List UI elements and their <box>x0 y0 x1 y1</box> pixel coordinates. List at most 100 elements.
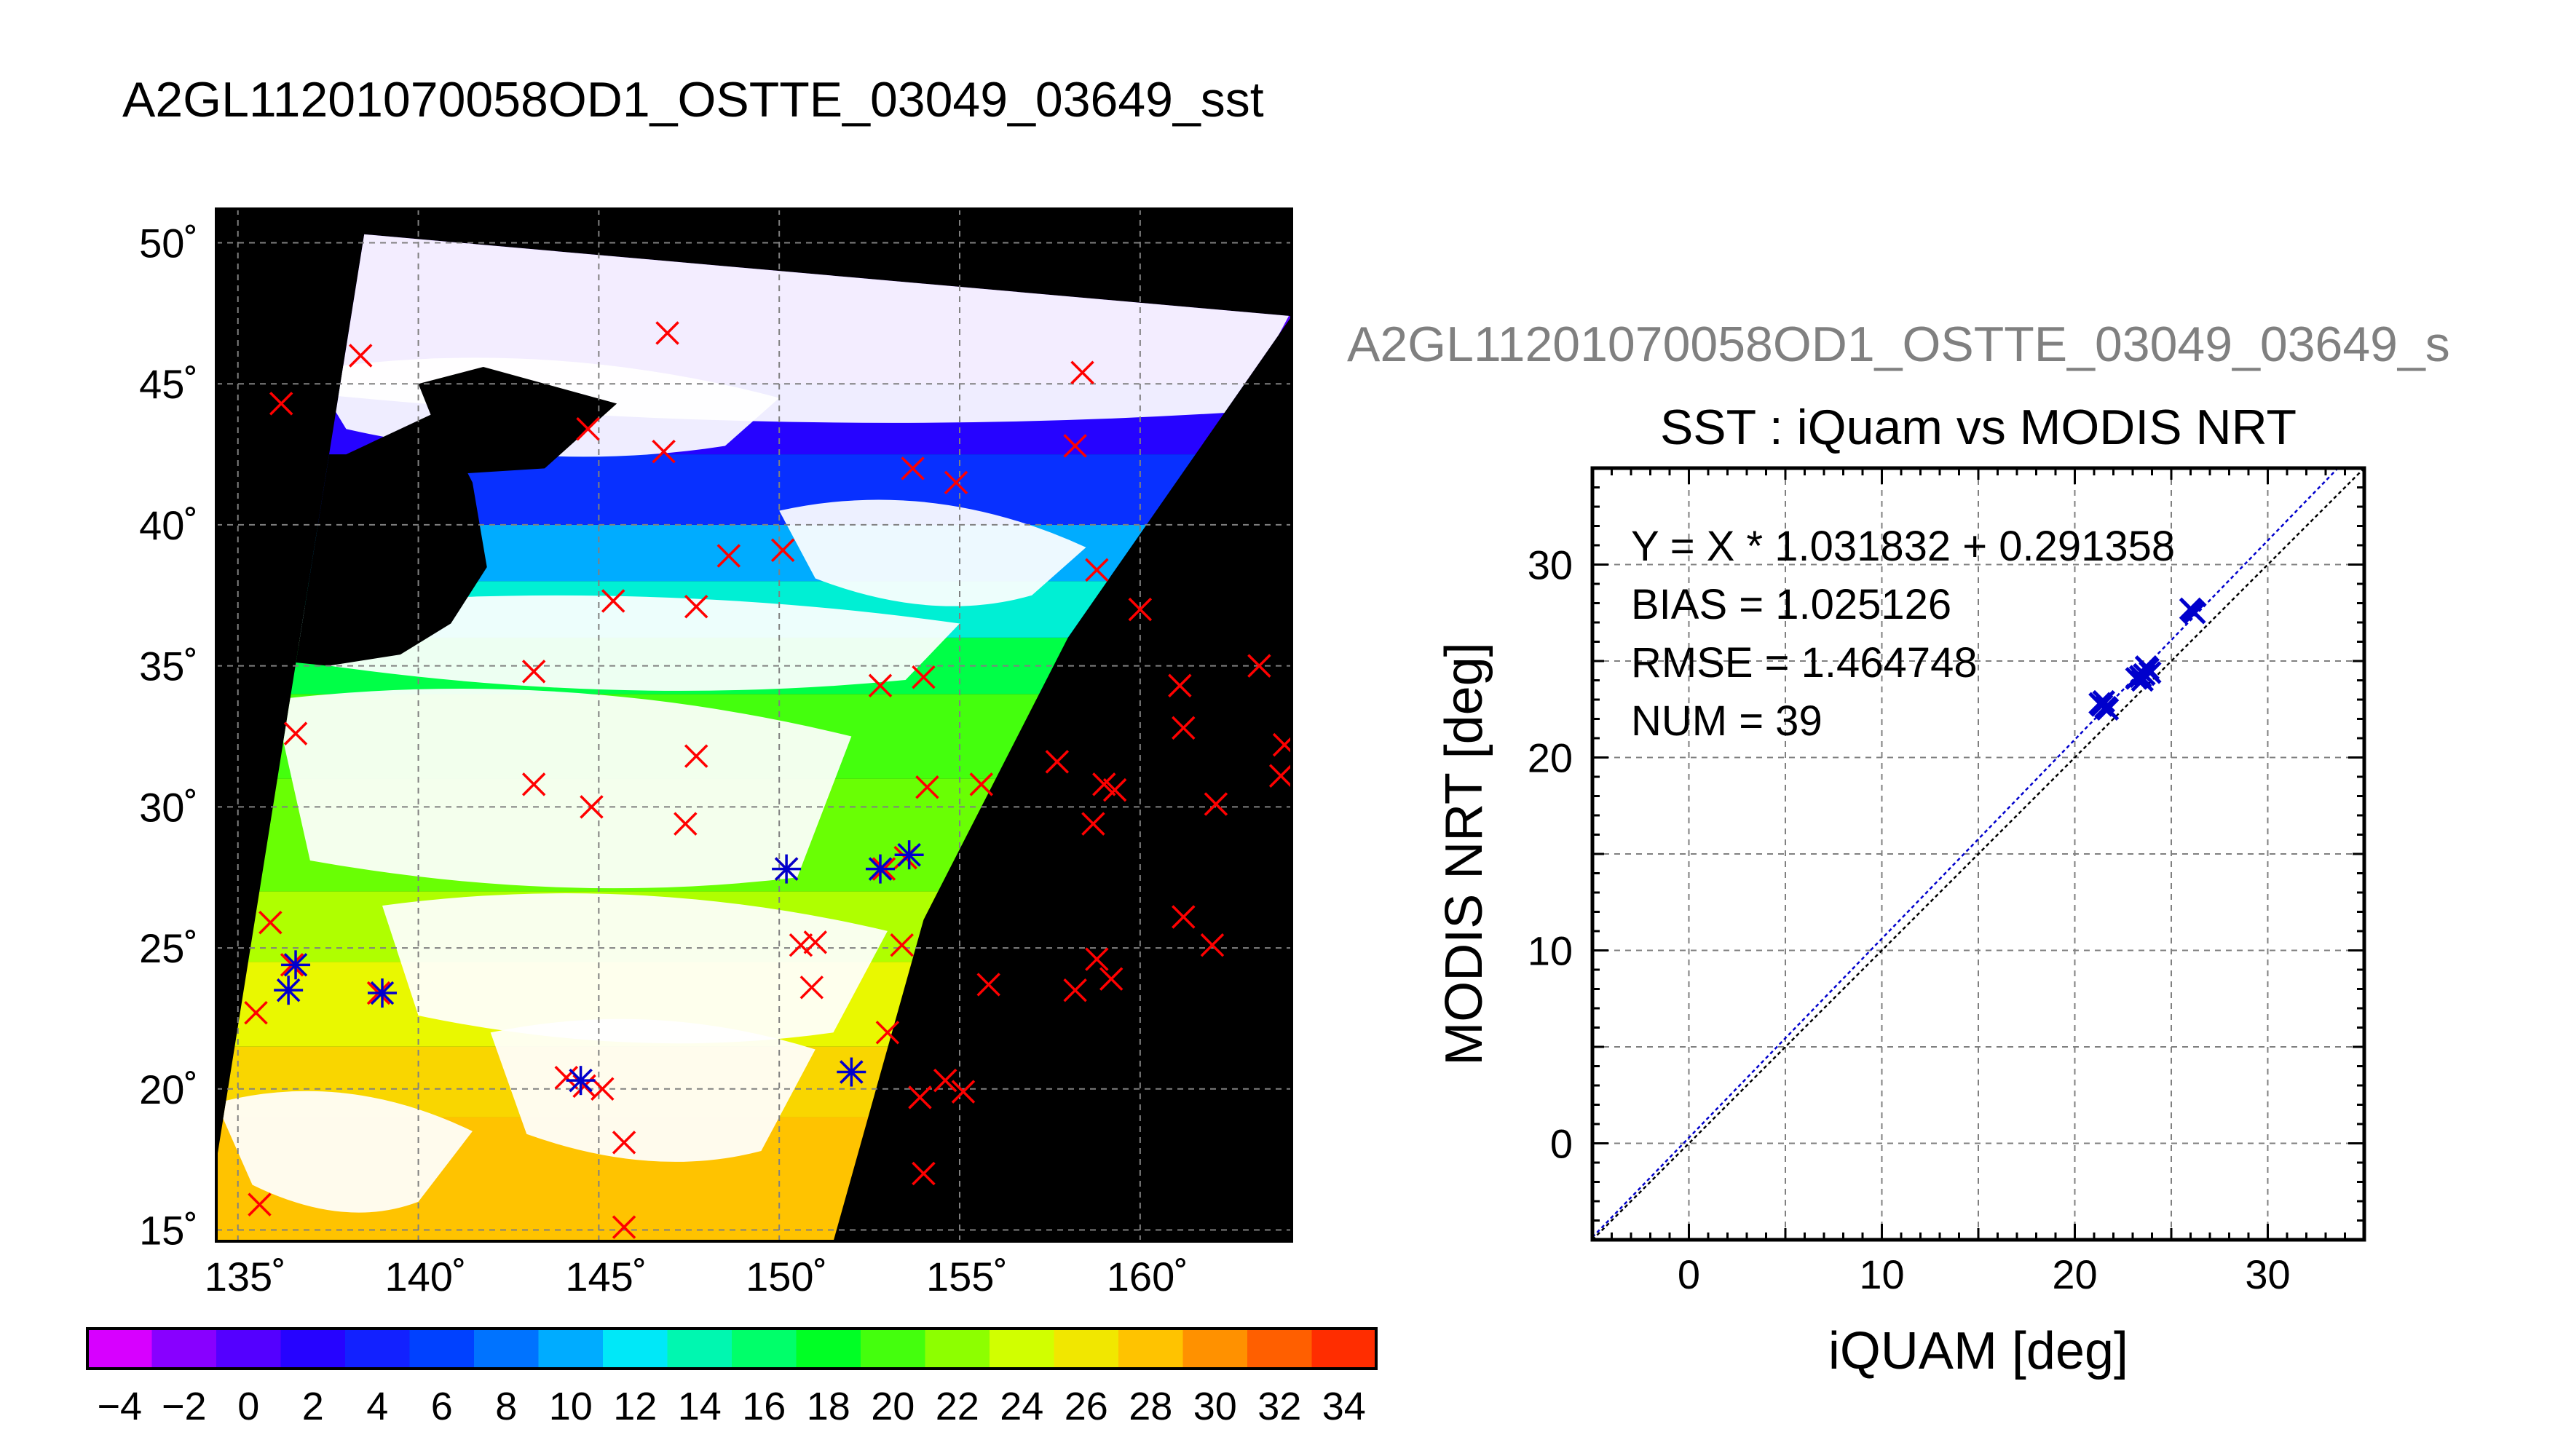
scatter-y-tick-label: 0 <box>1550 1121 1573 1167</box>
map-y-tick-label: 45˚ <box>139 361 198 407</box>
map-red-marker-stroke-b <box>951 1080 976 1104</box>
colorbar-label: 0 <box>237 1385 259 1428</box>
map-red-marker <box>912 1161 936 1186</box>
colorbar-cell <box>732 1329 797 1369</box>
map-red-marker <box>1168 673 1192 697</box>
map-blue-marker <box>367 978 397 1008</box>
map-blue-marker-cross <box>897 842 921 867</box>
scatter-point-stroke-b <box>2183 601 2206 625</box>
map-red-marker-stroke-b <box>1172 716 1196 740</box>
map-red-marker-stroke-b <box>1247 654 1271 678</box>
colorbar-label: 20 <box>871 1385 915 1428</box>
map-red-marker <box>258 910 283 935</box>
map-red-marker <box>674 812 698 836</box>
scatter-y-tick-label: 30 <box>1528 542 1573 588</box>
map-red-marker <box>248 1192 272 1216</box>
map-x-tick-label: 135˚ <box>205 1254 286 1299</box>
map-red-marker-stroke-b <box>1099 967 1124 991</box>
map-red-marker <box>799 976 824 1000</box>
scatter-ticks <box>1591 467 2366 1241</box>
map-blue-marker-cross-stroke-b <box>774 857 799 881</box>
figure-title: A2GL11201070058OD1_OSTTE_03049_03649_sst <box>122 72 1264 127</box>
colorbar-label: 34 <box>1322 1385 1366 1428</box>
map-blue-marker-cross-stroke-b <box>897 842 921 867</box>
colorbar-frame <box>86 1327 1378 1370</box>
scatter-y-axis-label: MODIS NRT [deg] <box>1435 642 1493 1066</box>
colorbar-cell <box>409 1329 475 1369</box>
map-red-marker <box>269 392 293 416</box>
map-red-marker <box>601 589 625 613</box>
map-red-marker <box>901 456 925 480</box>
map-red-marker <box>521 660 546 684</box>
map-blue-marker <box>865 854 895 884</box>
colorbar-cell <box>1118 1329 1184 1369</box>
map-red-marker-stroke-b <box>1128 597 1153 622</box>
map-red-marker <box>969 772 993 796</box>
map-red-marker <box>875 1021 900 1045</box>
map-red-marker-stroke-b <box>554 1066 579 1090</box>
colorbar-cell <box>280 1329 346 1369</box>
map-y-tick-labels: 15˚ 20˚ 25˚ 30˚ 35˚ 40˚ 45˚ 50˚ <box>139 220 198 1253</box>
map-red-marker <box>655 321 679 345</box>
scatter-annotation: NUM = 39 <box>1631 697 1823 745</box>
map-red-marker <box>1063 978 1087 1002</box>
map-y-tick-label: 25˚ <box>139 925 198 971</box>
map-red-marker <box>1045 750 1070 774</box>
map-red-marker <box>1085 947 1109 971</box>
scatter-x-tick-label: 30 <box>2245 1251 2290 1297</box>
fit-line <box>1592 468 2339 1238</box>
map-red-marker-stroke-b <box>969 772 993 796</box>
map-blue-marker-cross <box>868 857 893 881</box>
scatter-point <box>2131 668 2155 692</box>
colorbar: −4 −2 0 2 4 6 8 10 12 14 16 18 20 22 24 26 28 30 32 34 <box>86 1327 1378 1428</box>
map-red-marker <box>1204 792 1228 816</box>
scatter-point-stroke-b <box>2134 655 2158 678</box>
scatter-y-tick-labels: 0 10 20 30 <box>1528 542 1573 1167</box>
map-red-marker-stroke-b <box>1268 764 1292 788</box>
map-red-marker <box>684 744 708 768</box>
map-red-marker-stroke-b <box>684 595 708 619</box>
map-red-marker <box>554 1066 579 1090</box>
map-x-tick-label: 140˚ <box>385 1254 467 1299</box>
colorbar-cell <box>216 1329 282 1369</box>
map-red-marker <box>1081 812 1105 836</box>
map-frame <box>215 207 1293 1243</box>
map-red-marker <box>908 1085 932 1109</box>
colorbar-labels: −4 −2 0 2 4 6 8 10 12 14 16 18 20 22 24 26 28 30 32 34 <box>97 1385 1365 1428</box>
map-red-marker <box>1172 905 1196 929</box>
map-red-marker-stroke-b <box>521 660 546 684</box>
map-blue-marker-cross-stroke-b <box>370 981 395 1005</box>
colorbar-cell <box>925 1329 990 1369</box>
map-red-marker-stroke-b <box>1272 735 1292 757</box>
map-red-marker-stroke-b <box>912 1161 936 1186</box>
scatter-annotation: Y = X * 1.031832 + 0.291358 <box>1631 523 2175 570</box>
map-red-marker-stroke-b <box>1102 778 1127 802</box>
map-red-marker-stroke-b <box>912 665 936 689</box>
map-x-tick-labels: 135˚ 140˚ 145˚ 150˚ 155˚ 160˚ <box>205 1254 1188 1299</box>
map-red-marker-stroke-b <box>1085 947 1109 971</box>
map-red-marker-stroke-b <box>674 812 698 836</box>
map-red-marker-stroke-b <box>1081 812 1105 836</box>
map-red-marker-stroke-b <box>915 775 939 799</box>
colorbar-cell <box>990 1329 1055 1369</box>
scatter-annotation: RMSE = 1.464748 <box>1631 639 1978 687</box>
map-red-marker <box>349 344 373 368</box>
cloud-patch-6 <box>490 1018 816 1162</box>
map-red-marker <box>1070 360 1094 384</box>
map-red-marker <box>789 933 813 957</box>
colorbar-label: −2 <box>162 1385 207 1428</box>
colorbar-cell <box>538 1329 604 1369</box>
map-red-marker <box>612 1215 636 1239</box>
map-red-marker-stroke-b <box>716 544 741 568</box>
colorbar-label: 30 <box>1193 1385 1237 1428</box>
map-red-marker-stroke-b <box>283 721 308 745</box>
map-blue-marker <box>894 840 924 870</box>
map-red-marker-stroke-b <box>944 470 968 495</box>
colorbar-cell <box>667 1329 732 1369</box>
map-red-marker <box>1200 933 1225 957</box>
map-y-tick-label: 20˚ <box>139 1067 198 1112</box>
colorbar-cell <box>603 1329 668 1369</box>
map-red-marker-stroke-b <box>1045 750 1070 774</box>
map-y-tick-label: 15˚ <box>139 1208 198 1254</box>
colorbar-label: 24 <box>1000 1385 1043 1428</box>
